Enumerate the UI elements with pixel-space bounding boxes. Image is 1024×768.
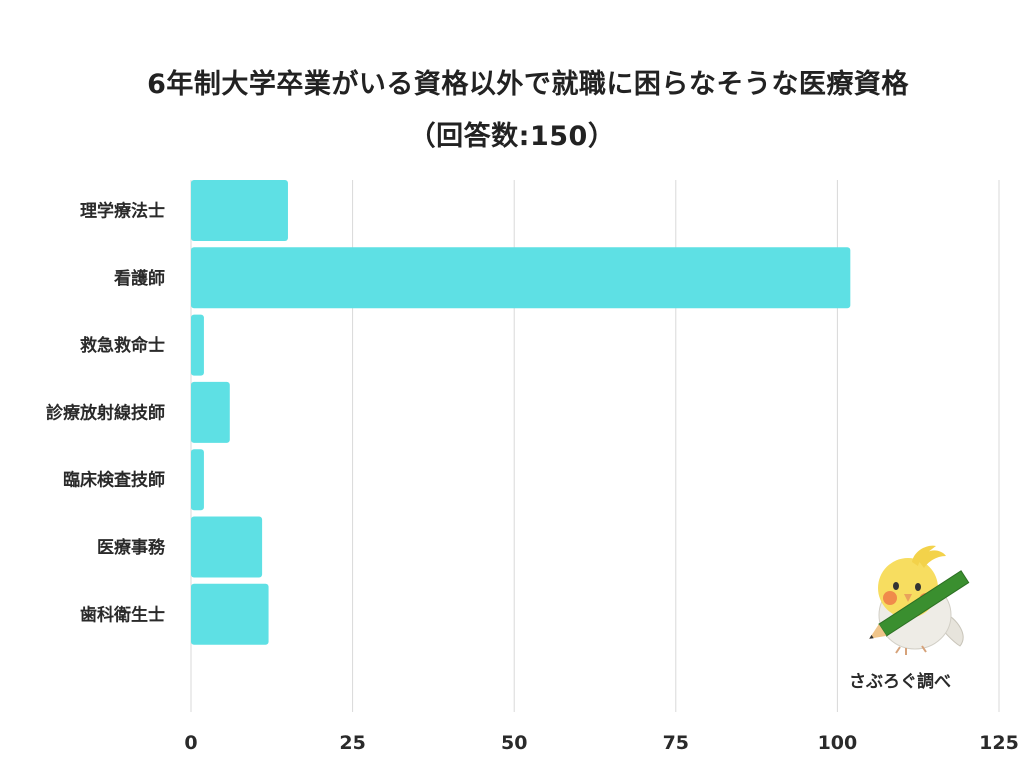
x-tick-label: 25 — [339, 732, 365, 754]
category-label: 歯科衛生士 — [80, 604, 165, 625]
category-label: 診療放射線技師 — [46, 402, 165, 423]
x-tick-label: 50 — [501, 732, 527, 754]
bar — [191, 314, 204, 376]
bird-mascot-icon — [869, 545, 970, 655]
category-label: 医療事務 — [97, 537, 166, 558]
bar — [191, 449, 204, 511]
bar — [191, 516, 263, 578]
chart-title: 6年制大学卒業がいる資格以外で就職に困らなそうな医療資格 — [147, 69, 909, 100]
category-label: 看護師 — [113, 268, 165, 289]
category-label: 臨床検査技師 — [63, 470, 165, 491]
bars — [191, 180, 851, 645]
x-tick-label: 0 — [184, 732, 197, 754]
credit-text: さぶろぐ調べ — [849, 671, 951, 692]
bar — [191, 583, 269, 645]
bar — [191, 180, 288, 241]
x-tick-label: 75 — [663, 732, 689, 754]
chart-subtitle: （回答数:150） — [408, 121, 616, 152]
category-label: 理学療法士 — [80, 201, 165, 222]
x-tick-label: 100 — [818, 732, 858, 754]
x-tick-label: 125 — [979, 732, 1019, 754]
bar — [191, 381, 230, 443]
category-label: 救急救命士 — [80, 335, 165, 356]
bar — [191, 247, 851, 309]
x-axis-ticks: 0 25 50 75 100 125 — [184, 732, 1018, 754]
